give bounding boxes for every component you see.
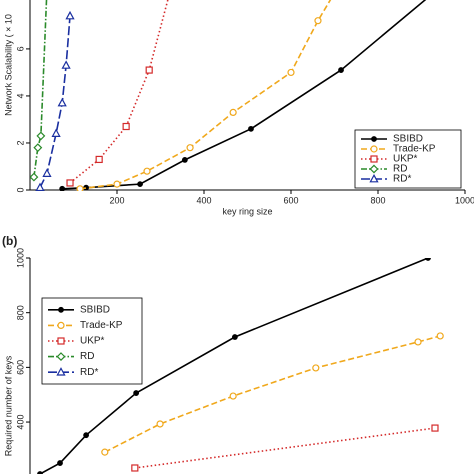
marker [231,334,238,340]
marker [436,332,444,340]
panel-label: (b) [2,234,17,248]
marker [229,392,237,400]
marker [33,143,43,153]
y-axis-label: Required number of keys [3,355,13,456]
plot-area [30,0,427,191]
x-tick-label: 600 [283,195,298,205]
legend-label: RD [80,351,94,362]
marker [101,448,109,456]
marker [287,68,295,77]
marker [36,131,46,141]
legend-marker [57,321,65,329]
y-tick-label: 6 [15,46,25,51]
marker [42,168,52,177]
y-tick-label: 800 [15,305,25,320]
series-line [79,0,332,190]
x-tick-label: 200 [109,195,124,205]
marker [131,464,139,472]
marker [133,390,140,396]
y-tick-label: 1000 [15,248,25,268]
marker [414,338,422,346]
marker [338,67,344,73]
marker [145,66,153,74]
marker [66,179,74,187]
marker [431,424,439,432]
series-line [33,0,48,178]
marker [61,60,71,69]
marker [95,155,103,164]
y-tick-label: 2 [15,140,25,145]
marker [425,258,431,261]
x-tick-label: 1000 [455,195,474,205]
marker [83,432,90,439]
legend-label: Trade-KP [80,320,123,331]
legend-marker [57,337,65,345]
legend-label: UKP* [80,336,105,347]
legend-label: RD [393,164,407,175]
x-tick-label: 400 [196,195,211,205]
y-axis-label: Network Scalability ( × 10 [3,14,13,116]
y-tick-label: 0 [15,187,25,192]
marker [248,125,254,132]
marker [37,471,43,474]
series-line [69,0,169,184]
y-tick-label: 4 [15,93,25,98]
marker [30,172,39,182]
marker [59,185,66,191]
series-line [134,427,436,469]
legend-label: RD* [80,367,98,378]
marker [57,97,67,107]
marker [35,182,45,191]
marker [57,460,63,466]
legend-label: RD* [393,174,411,185]
legend-marker [56,352,66,362]
marker [143,167,151,175]
legend-marker [369,164,379,174]
y-tick-label: 400 [15,415,25,430]
marker [181,157,188,163]
legend-label: SBIBD [393,134,423,145]
marker [51,128,61,137]
marker [314,17,322,25]
marker [156,420,164,428]
legend-marker [370,145,378,153]
marker [186,144,194,152]
legend-marker [58,306,64,313]
marker [312,364,320,372]
marker [122,122,130,131]
legend-label: UKP* [393,154,418,165]
marker [229,108,237,117]
marker [137,181,143,188]
marker [113,180,121,188]
legend-marker [371,136,377,142]
y-tick-label: 600 [15,360,25,375]
legend-label: SBIBD [80,304,110,315]
legend-marker [369,173,379,183]
series-line [104,335,441,453]
plot-area [37,258,444,474]
x-axis-label: key ring size [222,206,272,216]
legend-marker [56,367,66,376]
marker [65,10,75,20]
series-line [39,258,429,474]
legend-marker [370,155,378,163]
marker [76,185,84,191]
legend-label: Trade-KP [393,144,436,155]
series-line [39,15,71,189]
x-tick-label: 800 [370,195,385,205]
